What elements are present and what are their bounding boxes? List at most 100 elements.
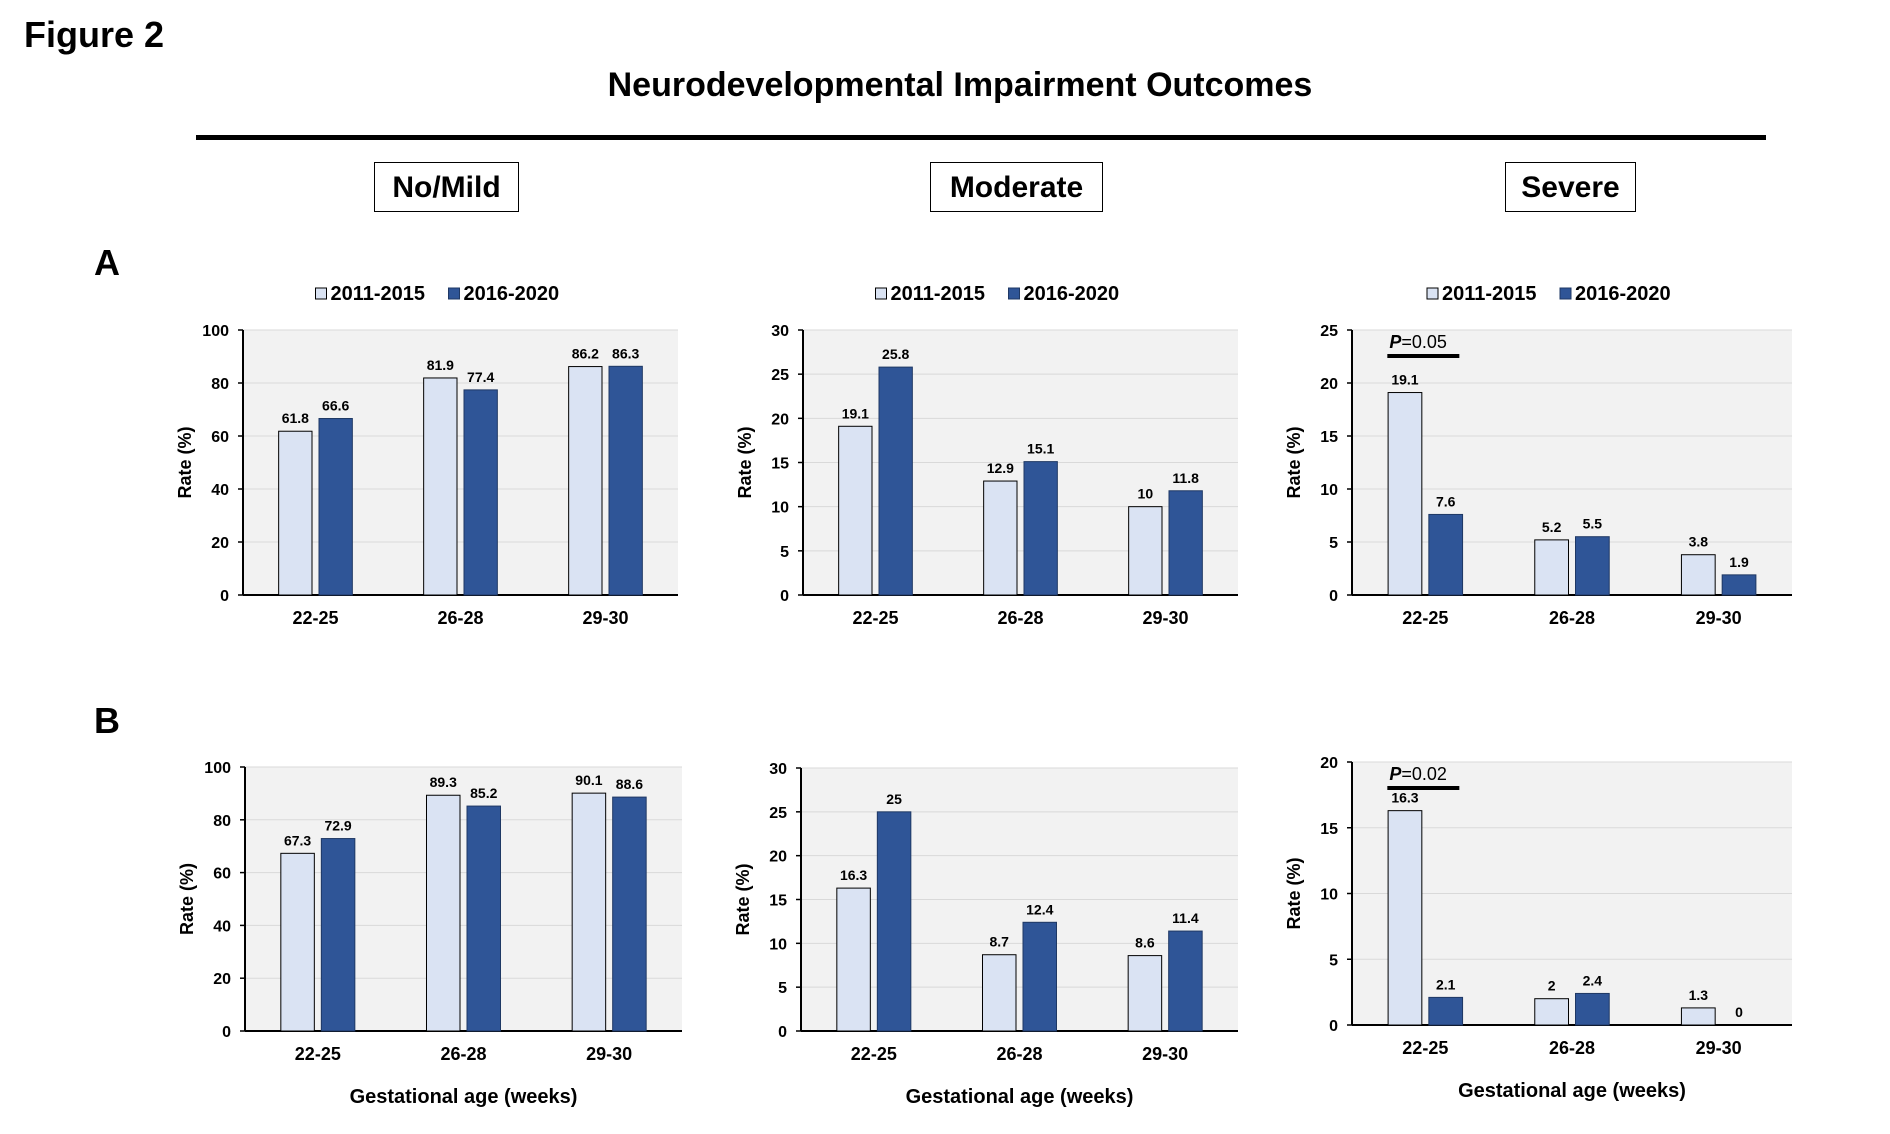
chart-a-3-bar-series1 xyxy=(1534,539,1570,596)
chart-a-2-data-label: 11.8 xyxy=(1172,470,1199,486)
chart-b-1-bar-series2 xyxy=(612,796,647,1032)
chart-b-3-data-label: 1.3 xyxy=(1689,987,1709,1003)
chart-a-3-ytick-label: 10 xyxy=(1320,482,1338,499)
chart-b-3-bar-series2 xyxy=(1575,992,1610,1026)
chart-b-1-data-label: 90.1 xyxy=(575,772,602,788)
column-header-no-mild: No/Mild xyxy=(374,162,519,212)
chart-a-3-legend-swatch-series1 xyxy=(1426,287,1439,300)
chart-b-1-category-label: 26-28 xyxy=(440,1044,486,1064)
chart-a-1-legend-swatch-series1 xyxy=(315,287,327,300)
chart-a-2-legend-label-series1: 2011-2015 xyxy=(891,283,986,305)
chart-a-1-bar-series2 xyxy=(608,365,643,596)
chart-b-1-data-label: 85.2 xyxy=(470,785,497,801)
chart-a-1-legend-swatch-series2 xyxy=(448,287,460,300)
chart-b-2-bar-series2 xyxy=(1022,921,1058,1032)
chart-b-2-bar-series2 xyxy=(1168,930,1203,1032)
chart-b-2-ylabel: Rate (%) xyxy=(733,863,753,935)
chart-b-2-category-label: 26-28 xyxy=(996,1044,1042,1064)
chart-b-2-category-label: 29-30 xyxy=(1142,1044,1188,1064)
chart-b-3-ylabel: Rate (%) xyxy=(1284,857,1304,929)
chart-b-2-bar-series1 xyxy=(1127,955,1163,1032)
chart-a-1-ytick-label: 0 xyxy=(220,588,229,605)
chart-a-1-ytick-label: 80 xyxy=(211,376,229,393)
chart-b-3-ytick-label: 15 xyxy=(1320,821,1338,838)
chart-b-2-data-label: 8.6 xyxy=(1135,935,1155,951)
chart-b-2-bar-series2 xyxy=(876,811,912,1032)
chart-b-2-bar-series1 xyxy=(981,954,1017,1032)
chart-a-1-data-label: 86.3 xyxy=(612,345,639,361)
chart-a-1-data-label: 66.6 xyxy=(322,398,349,414)
chart-a-3-data-label: 1.9 xyxy=(1729,554,1749,570)
chart-a-3-p-value: P=0.05 xyxy=(1389,332,1447,352)
chart-b-3-xlabel: Gestational age (weeks) xyxy=(1458,1080,1686,1102)
chart-a-2-bar-series2 xyxy=(1168,490,1203,596)
chart-a-3-bar-series2 xyxy=(1428,513,1464,596)
chart-a-3-legend-label-series1: 2011-2015 xyxy=(1442,283,1537,305)
chart-a-1-bar-series2 xyxy=(463,389,498,596)
chart-b-1-bar-series2 xyxy=(320,838,356,1032)
chart-b-3-category-label: 22-25 xyxy=(1402,1038,1448,1058)
chart-b-3-bar-series2 xyxy=(1428,996,1464,1026)
chart-a-1-data-label: 77.4 xyxy=(467,369,494,385)
chart-a-2-bar-series1 xyxy=(838,425,873,596)
chart-a-3-data-label: 7.6 xyxy=(1436,493,1456,509)
chart-b-2-ytick-label: 0 xyxy=(778,1024,787,1041)
row-label-a: A xyxy=(94,242,120,283)
chart-a-1-ytick-label: 60 xyxy=(211,429,229,446)
chart-a-3-legend-label-series2: 2016-2020 xyxy=(1575,283,1671,305)
chart-a-2-category-label: 29-30 xyxy=(1142,608,1188,628)
chart-a-1-ylabel: Rate (%) xyxy=(175,426,195,498)
chart-b-3-data-label: 0 xyxy=(1735,1004,1743,1020)
chart-b-1-ytick-label: 80 xyxy=(213,813,231,830)
chart-b-2-ytick-label: 5 xyxy=(778,980,787,997)
chart-a-1-ytick-label: 20 xyxy=(211,535,229,552)
chart-a-1-category-label: 26-28 xyxy=(437,608,483,628)
chart-b-1-bar-series2 xyxy=(466,805,502,1032)
chart-a-1-bar-series1 xyxy=(278,430,313,596)
chart-a-2-ytick-label: 0 xyxy=(780,588,789,605)
chart-a-3-bar-series2 xyxy=(1721,574,1757,596)
chart-b-3-data-label: 2.4 xyxy=(1583,972,1603,988)
main-title: Neurodevelopmental Impairment Outcomes xyxy=(607,66,1313,104)
title-rule xyxy=(196,135,1766,140)
chart-a-3-plot-area xyxy=(1352,330,1792,595)
chart-a-1-data-label: 61.8 xyxy=(282,410,309,426)
chart-a-1-bar-series2 xyxy=(318,418,353,596)
chart-b-1-ylabel: Rate (%) xyxy=(177,863,197,935)
chart-a-3-ytick-label: 5 xyxy=(1329,535,1338,552)
chart-b-1-bar-series1 xyxy=(280,852,315,1032)
chart-a-2-category-label: 22-25 xyxy=(852,608,898,628)
chart-b-1-bar-series1 xyxy=(425,794,461,1032)
chart-a-2-legend-swatch-series1 xyxy=(875,287,887,300)
chart-a-1-bar-series1 xyxy=(423,377,458,596)
chart-b-2-xlabel: Gestational age (weeks) xyxy=(906,1086,1134,1108)
chart-a-2-category-label: 26-28 xyxy=(997,608,1043,628)
chart-b-3-data-label: 16.3 xyxy=(1391,790,1418,806)
chart-a-2-data-label: 10 xyxy=(1138,486,1154,502)
chart-a-2-ytick-label: 5 xyxy=(780,544,789,561)
chart-a-3-legend-swatch-series2 xyxy=(1559,287,1572,300)
chart-a-2-data-label: 12.9 xyxy=(987,460,1014,476)
chart-a-1-legend-label-series1: 2011-2015 xyxy=(331,283,426,305)
chart-b-1-ytick-label: 20 xyxy=(213,971,231,988)
chart-a-2-legend-label-series2: 2016-2020 xyxy=(1024,283,1120,305)
chart-a-2-ytick-label: 15 xyxy=(771,456,789,473)
chart-a-3-data-label: 5.5 xyxy=(1583,516,1603,532)
chart-a-2-ytick-label: 20 xyxy=(771,411,789,428)
chart-b-1-ytick-label: 40 xyxy=(213,918,231,935)
chart-b-3-category-label: 29-30 xyxy=(1696,1038,1742,1058)
chart-a-2-ytick-label: 10 xyxy=(771,500,789,517)
chart-b-2-ytick-label: 20 xyxy=(769,849,787,866)
chart-b-1-data-label: 72.9 xyxy=(324,818,351,834)
chart-a-2-ytick-label: 25 xyxy=(771,367,789,384)
chart-a-3-ytick-label: 20 xyxy=(1320,376,1338,393)
chart-a-1-legend-label-series2: 2016-2020 xyxy=(464,283,560,305)
chart-a-1-ytick-label: 40 xyxy=(211,482,229,499)
chart-a-2-ylabel: Rate (%) xyxy=(735,426,755,498)
chart-a-3-ylabel: Rate (%) xyxy=(1284,426,1304,498)
chart-a-2-data-label: 15.1 xyxy=(1027,441,1054,457)
chart-b-1-ytick-label: 0 xyxy=(222,1024,231,1041)
chart-a-3-category-label: 22-25 xyxy=(1402,608,1448,628)
chart-b-2-data-label: 8.7 xyxy=(990,934,1010,950)
